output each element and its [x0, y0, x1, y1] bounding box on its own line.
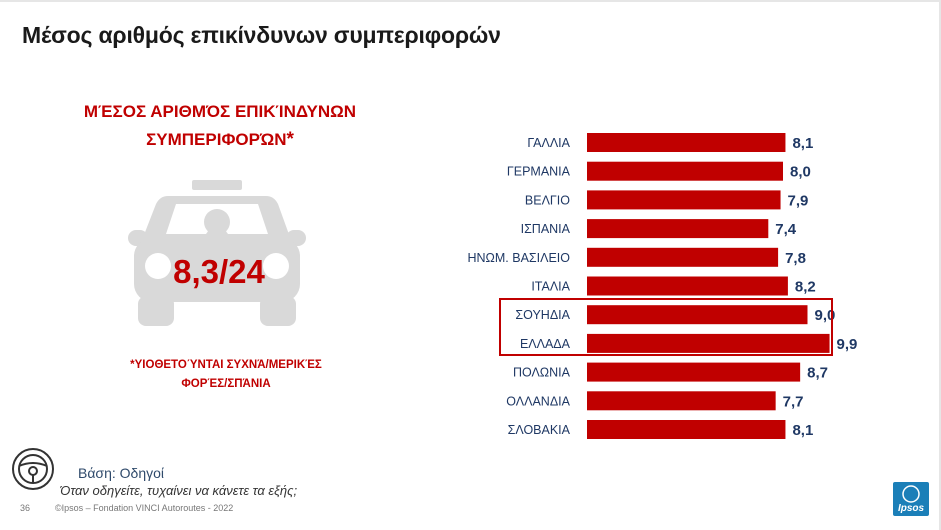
value-label: 8,7 — [807, 365, 828, 382]
bar — [587, 420, 786, 439]
bar — [587, 391, 776, 411]
callout-title-line2-text: ΣΥΜΠΕΡΙΦΟΡΏΝ — [146, 130, 287, 149]
value-label: 8,0 — [790, 164, 811, 181]
callout-title-line2: ΣΥΜΠΕΡΙΦΟΡΏΝ* — [60, 126, 380, 154]
slide-title: Μέσος αριθμός επικίνδυνων συμπεριφορών — [22, 22, 501, 48]
category-label: ΙΤΑΛΙΑ — [531, 280, 570, 294]
value-label: 9,9 — [837, 336, 858, 353]
taxi-icon — [128, 180, 306, 326]
category-label: ΙΣΠΑΝΙΑ — [521, 222, 571, 236]
value-label: 8,1 — [792, 135, 813, 152]
value-label: 9,0 — [815, 307, 836, 324]
footnote-line1: *ΥΙΟΘΕΤΟΎΝΤΑΙ ΣΥΧΝΆ/ΜΕΡΙΚΈΣ — [130, 359, 322, 371]
steering-wheel-icon — [12, 448, 54, 490]
highlight-box — [499, 298, 833, 356]
bar — [587, 161, 783, 181]
category-label: ΣΟΥΗΔΙΑ — [515, 308, 570, 322]
bar — [587, 362, 801, 382]
base-label: Βάση: Οδηγοί — [78, 465, 165, 481]
category-label: ΓΕΡΜΑΝΙΑ — [507, 165, 571, 179]
right-rule — [939, 0, 941, 530]
footnote-line2: ΦΟΡΈΣ/ΣΠΆΝΙΑ — [181, 378, 271, 390]
bar — [587, 333, 830, 353]
value-label: 7,7 — [783, 393, 804, 410]
value-label: 7,8 — [785, 250, 806, 267]
page-number: 36 — [20, 503, 31, 513]
ipsos-logo-mark — [902, 485, 920, 503]
bar — [587, 247, 779, 267]
bar-chart: ΓΑΛΛΙΑ 8,1 ΓΕΡΜΑΝΙΑ 8,0 ΒΕΛΓΙΟ 7,9 ΙΣΠΑΝΙΑ 7,4 Η… — [467, 133, 858, 439]
bar — [587, 305, 808, 325]
bar — [587, 190, 781, 210]
category-label: ΗΝΩΜ. ΒΑΣΙΛΕΙΟ — [467, 251, 570, 265]
callout-title-line1: ΜΈΣΟΣ ΑΡΙΘΜΌΣ ΕΠΙΚΊΝΔΥΝΩΝ — [83, 102, 357, 121]
bar — [587, 133, 786, 152]
category-label: ΒΕΛΓΙΟ — [525, 193, 570, 207]
category-label: ΕΛΛΑΔΑ — [520, 337, 571, 351]
ipsos-logo: Ipsos — [893, 482, 929, 516]
callout-title: ΜΈΣΟΣ ΑΡΙΘΜΌΣ ΕΠΙΚΊΝΔΥΝΩΝ ΣΥΜΠΕΡΙΦΟΡΏΝ* — [60, 98, 380, 154]
footnote: *ΥΙΟΘΕΤΟΎΝΤΑΙ ΣΥΧΝΆ/ΜΕΡΙΚΈΣ ΦΟΡΈΣ/ΣΠΆΝΙΑ — [120, 356, 332, 394]
value-label: 7,9 — [788, 192, 809, 209]
copyright: ©Ipsos – Fondation VINCI Autoroutes - 20… — [55, 503, 234, 513]
bar — [587, 276, 788, 296]
category-label: ΓΑΛΛΙΑ — [527, 136, 570, 150]
callout-title-star: * — [286, 129, 294, 150]
question-text: Όταν οδηγείτε, τυχαίνει να κάνετε τα εξή… — [60, 483, 298, 498]
top-rule — [0, 0, 941, 2]
value-label: 8,2 — [795, 279, 816, 296]
average-value: 8,3/24 — [173, 253, 265, 290]
category-label: ΠΟΛΩΝΙΑ — [513, 366, 571, 380]
category-label: ΣΛΟΒΑΚΙΑ — [508, 423, 571, 437]
category-label: ΟΛΛΑΝΔΙΑ — [506, 394, 570, 408]
value-label: 8,1 — [792, 422, 813, 439]
ipsos-logo-text: Ipsos — [897, 503, 925, 514]
bar — [587, 219, 769, 239]
value-label: 7,4 — [775, 221, 797, 238]
